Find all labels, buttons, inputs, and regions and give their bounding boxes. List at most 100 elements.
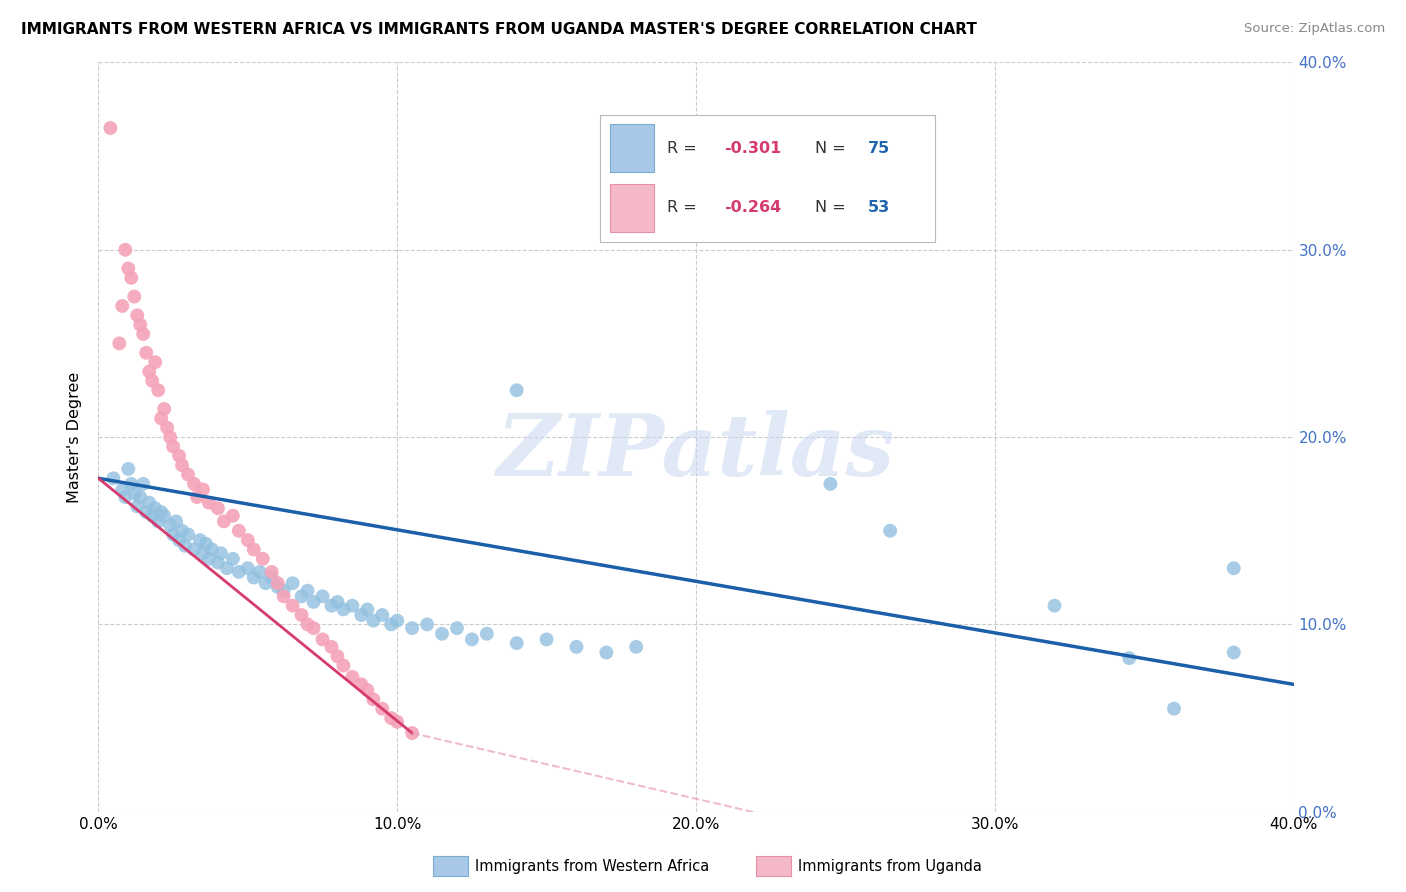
Point [281,576,304,591]
Point [212,514,235,528]
Point [198,551,221,566]
Point [267,580,290,594]
Point [191,546,214,560]
Point [209,546,232,560]
Point [356,683,378,698]
Point [1163,701,1185,715]
Point [446,621,468,635]
Text: Source: ZipAtlas.com: Source: ZipAtlas.com [1244,22,1385,36]
Point [243,571,266,585]
Point [297,617,319,632]
Point [138,496,160,510]
Point [380,617,402,632]
Point [153,508,176,523]
Point [127,308,149,322]
Point [342,599,364,613]
Point [820,476,842,491]
Point [215,561,238,575]
Text: Immigrants from Western Africa: Immigrants from Western Africa [475,859,710,873]
Point [124,486,146,500]
Point [111,299,134,313]
Point [167,533,190,547]
Point [150,411,173,425]
Point [143,501,166,516]
Point [162,527,184,541]
Point [385,714,409,729]
Point [132,326,155,341]
Point [1118,651,1140,665]
Point [536,632,558,647]
Point [141,374,163,388]
Point [183,476,205,491]
Point [363,614,385,628]
Point [148,384,170,398]
Point [1223,561,1246,575]
Point [326,595,349,609]
Point [195,537,218,551]
Point [461,632,484,647]
Point [138,365,160,379]
Point [135,345,157,359]
Point [120,271,142,285]
Point [124,289,146,303]
Point [321,599,343,613]
Point [150,505,173,519]
Point [111,483,134,497]
Point [302,595,325,609]
Point [475,626,498,640]
Point [243,542,266,557]
Point [249,565,271,579]
Text: Immigrants from Uganda: Immigrants from Uganda [799,859,981,873]
Point [281,599,304,613]
Point [135,505,157,519]
Point [401,621,423,635]
Point [222,551,245,566]
Point [191,483,214,497]
Point [302,621,325,635]
Point [172,458,194,473]
Point [127,500,149,514]
Point [228,565,250,579]
Text: IMMIGRANTS FROM WESTERN AFRICA VS IMMIGRANTS FROM UGANDA MASTER'S DEGREE CORRELA: IMMIGRANTS FROM WESTERN AFRICA VS IMMIGR… [21,22,977,37]
Point [401,726,423,740]
Point [260,571,283,585]
Point [321,640,343,654]
Point [159,518,181,533]
Point [148,514,170,528]
Point [132,476,155,491]
Point [177,467,200,482]
Point [356,602,378,616]
Point [165,514,187,528]
Point [129,318,152,332]
Point [228,524,250,538]
Point [297,583,319,598]
Point [143,355,166,369]
Point [267,576,290,591]
Point [120,476,142,491]
Point [350,677,373,691]
Point [332,602,354,616]
Point [273,590,295,604]
Point [254,576,277,591]
Point [236,561,259,575]
Y-axis label: Master's Degree: Master's Degree [67,371,83,503]
Point [565,640,588,654]
Point [207,501,229,516]
Point [156,421,179,435]
Point [326,649,349,664]
Point [380,711,402,725]
Point [114,243,136,257]
Point [371,701,394,715]
Point [291,608,314,623]
Point [626,640,648,654]
Point [172,524,194,538]
Point [416,617,439,632]
Point [98,120,122,135]
Point [1223,646,1246,660]
Point [186,490,208,504]
Point [183,542,205,557]
Point [114,490,136,504]
Point [385,614,409,628]
Point [506,384,529,398]
Point [430,626,453,640]
